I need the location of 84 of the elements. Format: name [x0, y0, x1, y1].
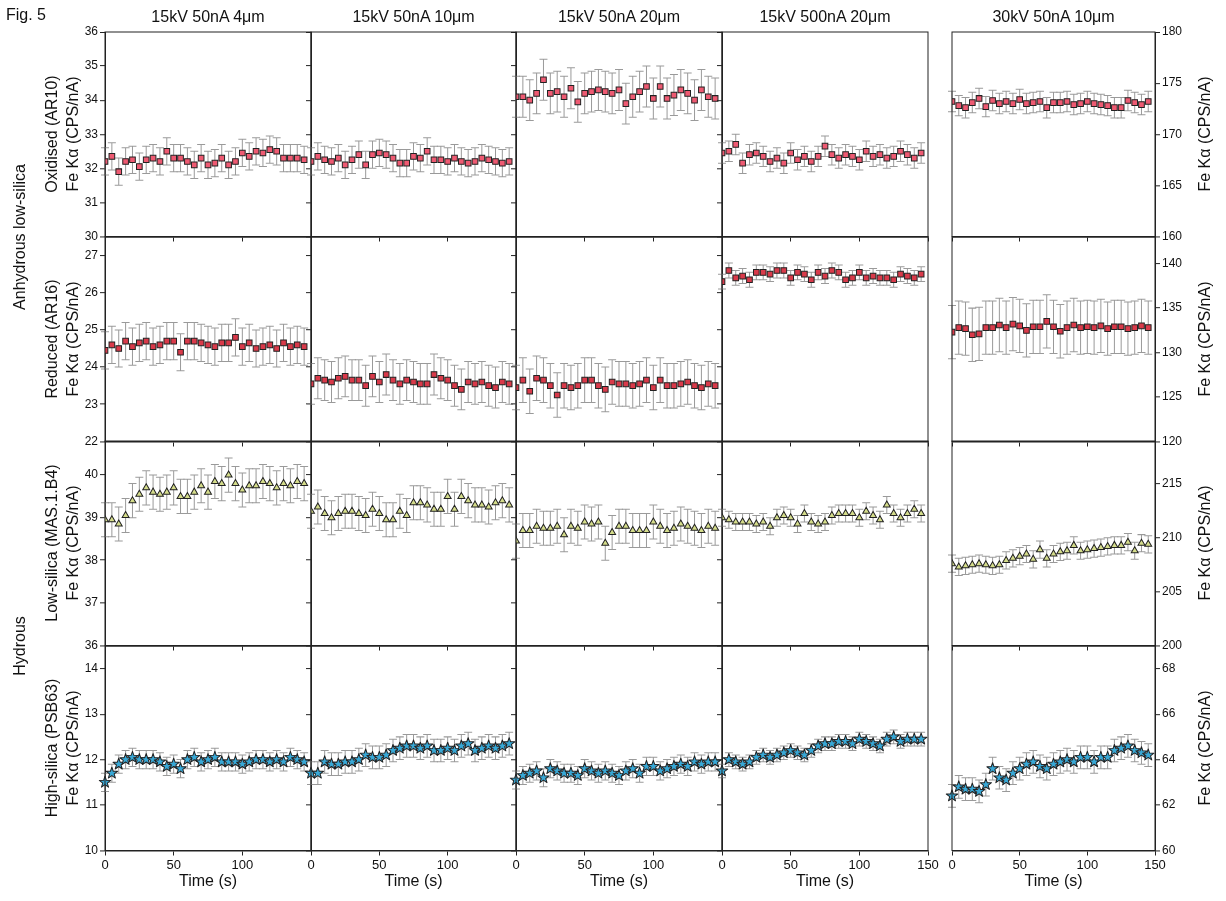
- chart-title: 15kV 50nA 4μm: [151, 8, 265, 26]
- y-tick-label: 205: [1162, 583, 1183, 598]
- y-tick-label: 23: [84, 396, 99, 411]
- x-tick-label: 50: [783, 856, 798, 872]
- x-tick-label: 50: [1012, 856, 1027, 872]
- text: Anhydrous low-silica: [11, 163, 29, 310]
- text: Hydrous: [11, 615, 29, 676]
- x-tick-label: 0: [948, 856, 956, 872]
- y-tick-label: 64: [1162, 751, 1176, 766]
- y-axis-title: Fe Kα (CPS/nA): [1196, 485, 1214, 601]
- x-tick-label: 50: [372, 856, 387, 872]
- x-tick-label: 150: [1144, 856, 1166, 872]
- y-tick-label: 37: [84, 595, 99, 610]
- y-tick-label: 160: [1162, 228, 1183, 243]
- caption: Fig. 5: [6, 6, 47, 24]
- text: Low-silica (MAS.1.B4): [43, 464, 61, 622]
- y-tick-label: 14: [84, 660, 99, 675]
- y-tick-label: 60: [1162, 842, 1176, 857]
- text: Reduced (AR16): [43, 279, 61, 399]
- y-axis-title: Fe Kα (CPS/nA): [1196, 281, 1214, 397]
- y-tick-label: 170: [1162, 126, 1183, 141]
- x-tick-label: 50: [577, 856, 592, 872]
- y-tick-label: 24: [84, 358, 99, 373]
- y-tick-label: 38: [84, 552, 99, 567]
- x-axis-title: Time (s): [1024, 872, 1083, 890]
- y-tick-label: 36: [84, 637, 99, 652]
- chart-title: 30kV 50nA 10μm: [992, 8, 1115, 26]
- x-tick-label: 150: [917, 856, 939, 872]
- y-tick-label: 62: [1162, 796, 1176, 811]
- y-tick-label: 175: [1162, 75, 1183, 90]
- y-tick-label: 68: [1162, 660, 1176, 675]
- y-tick-label: 34: [84, 92, 99, 107]
- y-tick-label: 140: [1162, 255, 1183, 270]
- x-axis-title: Time (s): [384, 872, 443, 890]
- y-tick-label: 31: [84, 194, 99, 209]
- y-axis-title: Fe Kα (CPS/nA): [64, 485, 82, 601]
- text: High-silica (PSB63): [43, 678, 61, 818]
- y-tick-label: 180: [1162, 24, 1183, 39]
- y-axis-title: Fe Kα (CPS/nA): [64, 281, 82, 397]
- x-axis-title: Time (s): [178, 872, 238, 890]
- y-axis-title: Fe Kα (CPS/nA): [1196, 76, 1214, 192]
- y-axis-title: Fe Kα (CPS/nA): [64, 690, 82, 806]
- y-tick-label: 26: [84, 284, 99, 299]
- y-tick-label: 25: [84, 321, 99, 336]
- y-tick-label: 120: [1162, 433, 1183, 448]
- x-axis-title: Time (s): [795, 872, 855, 890]
- x-tick-label: 0: [718, 856, 726, 872]
- x-axis-title: Time (s): [589, 872, 649, 890]
- chart-title: 15kV 500nA 20μm: [759, 8, 891, 26]
- y-tick-label: 27: [84, 247, 99, 262]
- y-tick-label: 35: [84, 58, 99, 73]
- y-tick-label: 13: [84, 705, 99, 720]
- y-tick-label: 22: [84, 433, 99, 448]
- chart-title: 15kV 50nA 10μm: [352, 8, 475, 26]
- y-tick-label: 33: [84, 126, 99, 141]
- x-tick-label: 100: [436, 856, 459, 872]
- x-tick-label: 100: [231, 856, 254, 872]
- y-tick-label: 66: [1162, 705, 1176, 720]
- x-tick-label: 100: [1076, 856, 1099, 872]
- y-tick-label: 32: [84, 160, 99, 175]
- x-tick-label: 0: [101, 856, 109, 872]
- y-tick-label: 30: [84, 228, 99, 243]
- y-tick-label: 200: [1162, 637, 1183, 652]
- y-tick-label: 40: [84, 467, 99, 482]
- x-tick-label: 0: [307, 856, 315, 872]
- text: Oxidised (AR10): [43, 75, 61, 193]
- y-tick-label: 10: [84, 842, 99, 857]
- x-tick-label: 0: [512, 856, 520, 872]
- x-tick-label: 50: [166, 856, 181, 872]
- chart-title: 15kV 50nA 20μm: [557, 8, 681, 26]
- y-tick-label: 215: [1162, 476, 1183, 491]
- y-axis-title: Fe Kα (CPS/nA): [1196, 690, 1214, 806]
- y-tick-label: 11: [85, 796, 99, 811]
- x-tick-label: 100: [848, 856, 871, 872]
- y-tick-label: 135: [1162, 299, 1183, 314]
- y-tick-label: 165: [1162, 177, 1183, 192]
- y-tick-label: 210: [1162, 530, 1183, 545]
- y-tick-label: 125: [1162, 388, 1183, 403]
- y-tick-label: 39: [84, 509, 99, 524]
- x-tick-label: 100: [642, 856, 665, 872]
- y-tick-label: 130: [1162, 344, 1183, 359]
- y-tick-label: 36: [84, 24, 99, 39]
- y-axis-title: Fe Kα (CPS/nA): [64, 76, 82, 192]
- y-tick-label: 12: [84, 751, 99, 766]
